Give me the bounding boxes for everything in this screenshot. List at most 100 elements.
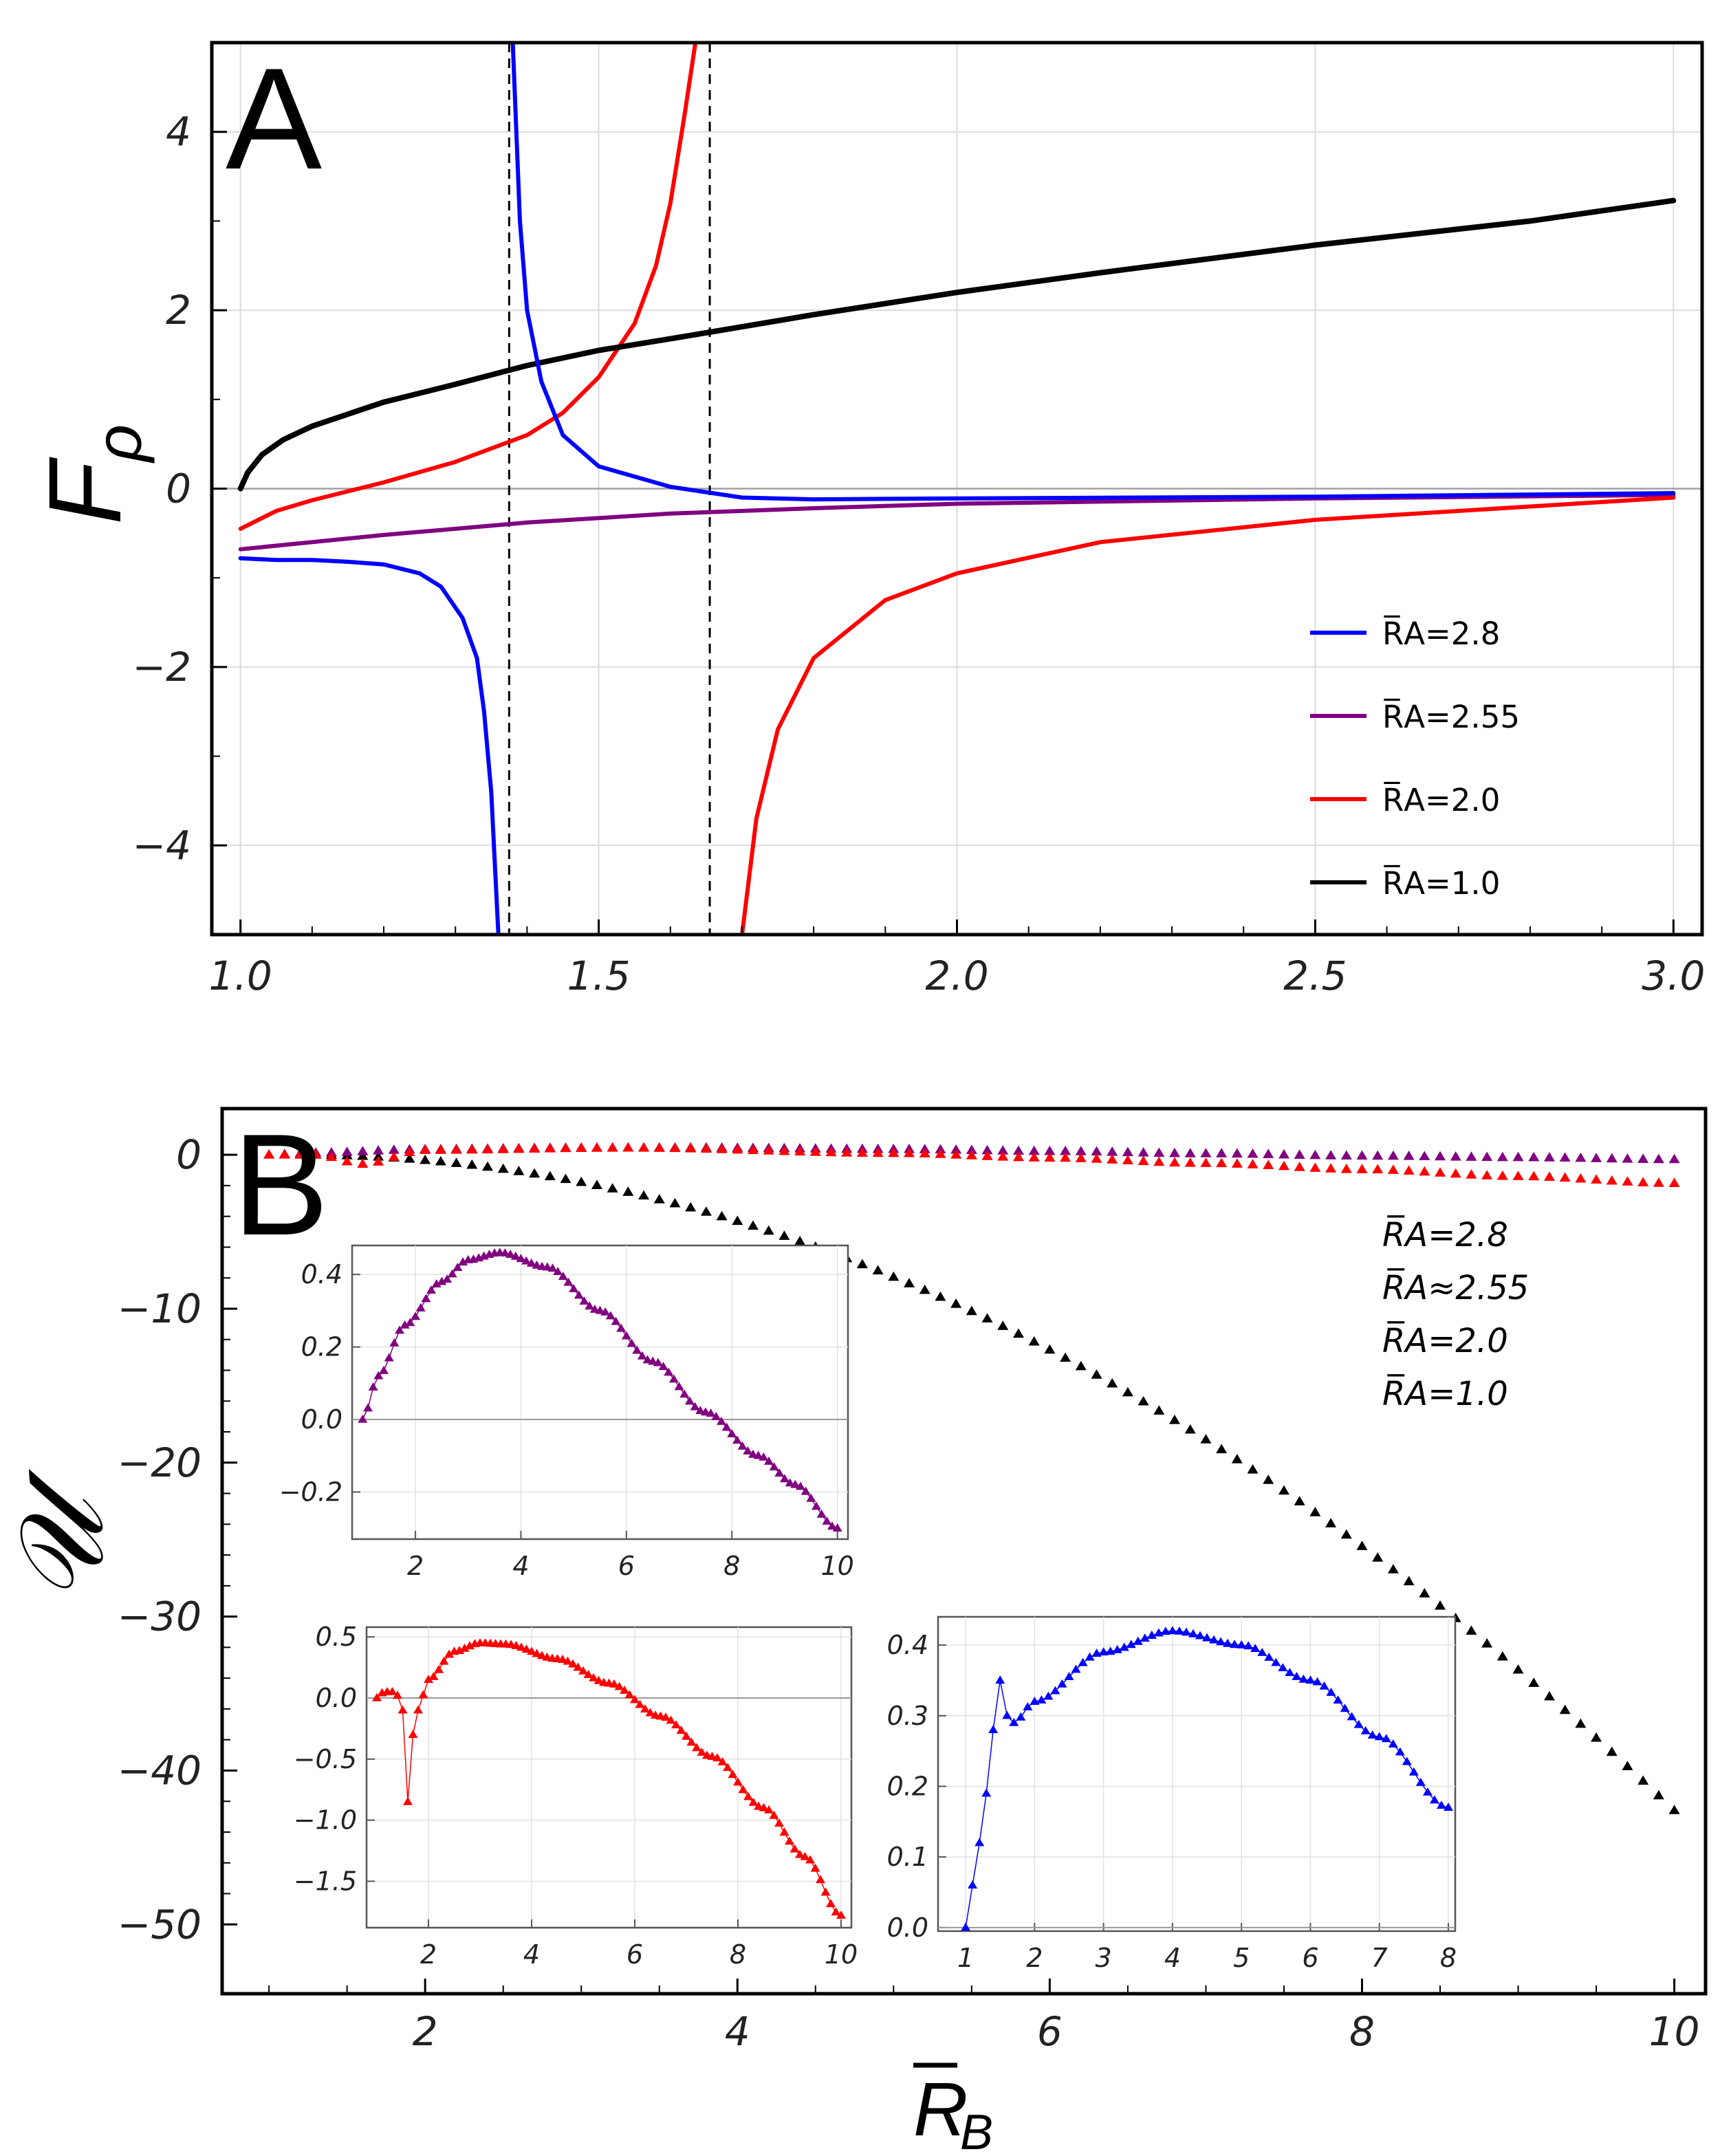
inset-point: [1030, 1697, 1040, 1705]
inset-point: [1160, 1626, 1171, 1635]
inset-point: [424, 1675, 433, 1684]
panel-b-point: [529, 1168, 541, 1178]
inset-point: [666, 1715, 676, 1724]
inset-point: [521, 1644, 532, 1653]
inset-point: [1292, 1671, 1302, 1680]
panel-b-ytick-label: −50: [118, 1901, 202, 1948]
panel-b-point: [1247, 1148, 1259, 1158]
panel-b-point: [1668, 1153, 1680, 1164]
panel-b-insets: 2 4 6 8 10 0.4 0.2 0.0 −0.2 2 4 6 8 10 0.5 0.0 −0.5 −1.0 −…: [279, 1244, 1457, 1973]
inset-point: [363, 1403, 373, 1412]
panel-b-point: [1107, 1378, 1118, 1388]
inset-point: [738, 1785, 748, 1794]
inset-point: [753, 1450, 763, 1459]
inset-point: [671, 1720, 681, 1729]
inset-point: [763, 1456, 774, 1465]
inset-point: [806, 1493, 816, 1502]
inset-point: [400, 1320, 410, 1329]
panel-b-point: [1637, 1775, 1649, 1785]
inset-xtick-label: 10: [825, 1939, 858, 1970]
panel-b-point: [1559, 1172, 1571, 1182]
panel-b-point: [1278, 1485, 1289, 1495]
panel-b-point: [1247, 1159, 1259, 1168]
panel-b-point: [1294, 1162, 1305, 1171]
panel-b-point: [622, 1186, 634, 1196]
panel-b-point: [1543, 1690, 1555, 1701]
panel-b-point: [1200, 1157, 1212, 1167]
inset-ytick-label: 0.4: [301, 1259, 342, 1289]
panel-a-ytick-label: 0: [166, 466, 191, 512]
inset-point: [790, 1479, 801, 1488]
panel-b-point: [919, 1284, 930, 1294]
inset-point: [558, 1272, 568, 1281]
panel-b-point: [1294, 1496, 1305, 1505]
inset-point: [826, 1899, 836, 1908]
panel-b-point: [1496, 1651, 1508, 1661]
panel-b-point: [1309, 1149, 1321, 1159]
panel-b-point: [997, 1151, 1009, 1161]
panel-b-point: [950, 1298, 962, 1308]
inset-xtick-label: 6: [1302, 1943, 1318, 1973]
panel-b-point: [747, 1220, 759, 1230]
inset-point: [831, 1907, 841, 1916]
inset-point: [585, 1301, 595, 1310]
panel-b-point: [1263, 1148, 1274, 1158]
panel-a-ytick-label: 4: [166, 109, 191, 155]
inset-point: [563, 1656, 573, 1665]
panel-b-point: [1653, 1177, 1664, 1187]
inset-xtick-label: 3: [1096, 1943, 1112, 1973]
panel-b-point: [1091, 1146, 1102, 1156]
panel-b-point: [544, 1170, 556, 1181]
inset-point: [822, 1516, 832, 1525]
inset-point: [373, 1371, 384, 1380]
panel-b-point: [1107, 1146, 1118, 1156]
panel-b-point: [1450, 1151, 1461, 1161]
panel-b-point: [560, 1142, 571, 1153]
panel-b-point: [997, 1145, 1009, 1155]
panel-b-point: [1325, 1518, 1337, 1527]
inset-point: [624, 1690, 635, 1699]
inset-point: [1036, 1695, 1047, 1703]
inset-ytick-label: −0.2: [279, 1477, 342, 1507]
inset-xtick-label: 4: [1164, 1943, 1181, 1973]
inset-point: [759, 1452, 769, 1461]
inset-point: [379, 1365, 389, 1374]
inset-point: [413, 1705, 423, 1714]
inset-point: [795, 1481, 805, 1490]
inset-point: [547, 1263, 558, 1272]
svg-text:B: B: [960, 2105, 993, 2156]
panel-b-point: [357, 1158, 369, 1168]
inset-point: [573, 1662, 583, 1671]
inset-point: [415, 1303, 426, 1311]
panel-b-point: [794, 1146, 806, 1156]
panel-b-point: [1028, 1152, 1040, 1162]
panel-b-point: [872, 1147, 884, 1157]
inset-frame: [937, 1615, 1457, 1932]
inset-point: [600, 1307, 611, 1316]
inset-point: [408, 1730, 418, 1739]
inset-point: [1098, 1647, 1109, 1656]
inset-ytick-label: 0.0: [316, 1683, 357, 1713]
panel-b-point: [1481, 1638, 1493, 1648]
panel-a-xtick-label: 2.5: [1283, 952, 1347, 999]
inset-point: [748, 1798, 759, 1806]
panel-a-legend-label: R̅A=2.0: [1382, 781, 1500, 818]
panel-b-point: [1591, 1732, 1602, 1742]
panel-b-point: [1575, 1718, 1587, 1728]
inset-point: [790, 1844, 800, 1853]
panel-b-legend-label: R̅A≈2.55: [1382, 1267, 1529, 1307]
inset-point: [1167, 1626, 1177, 1635]
inset-xtick-label: 2: [1026, 1943, 1043, 1973]
panel-b-point: [450, 1157, 462, 1167]
panel-b-point: [607, 1142, 618, 1152]
panel-b-legend-label: R̅A=2.0: [1382, 1320, 1508, 1360]
svg-text:Fρ: Fρ: [27, 424, 155, 525]
inset-point: [553, 1267, 563, 1275]
inset-point: [620, 1685, 629, 1694]
inset-point: [1402, 1756, 1412, 1765]
panel-b-point: [373, 1151, 384, 1161]
inset-point: [1064, 1672, 1074, 1681]
panel-b-point: [1325, 1163, 1337, 1173]
inset-point: [1347, 1712, 1357, 1721]
